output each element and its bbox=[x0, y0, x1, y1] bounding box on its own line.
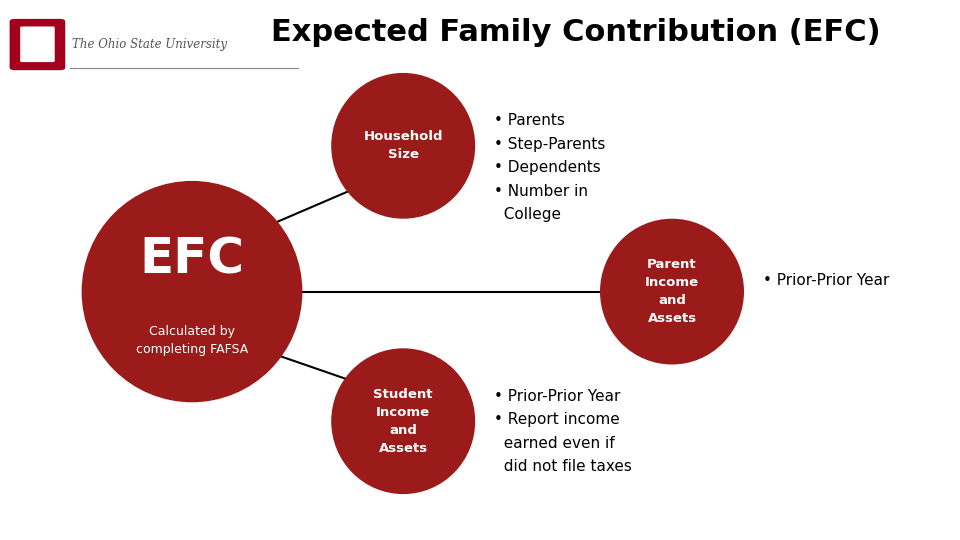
FancyBboxPatch shape bbox=[20, 26, 55, 62]
Text: EFC: EFC bbox=[139, 235, 245, 283]
FancyBboxPatch shape bbox=[10, 19, 65, 70]
Text: Parent
Income
and
Assets: Parent Income and Assets bbox=[645, 258, 699, 325]
Ellipse shape bbox=[82, 181, 302, 402]
Ellipse shape bbox=[331, 348, 475, 494]
Text: The Ohio State University: The Ohio State University bbox=[72, 38, 227, 51]
Text: Expected Family Contribution (EFC): Expected Family Contribution (EFC) bbox=[271, 18, 881, 47]
Ellipse shape bbox=[600, 219, 744, 364]
Text: Student
Income
and
Assets: Student Income and Assets bbox=[373, 388, 433, 455]
Text: • Prior-Prior Year
• Report income
  earned even if
  did not file taxes: • Prior-Prior Year • Report income earne… bbox=[494, 389, 633, 474]
Text: Calculated by
completing FAFSA: Calculated by completing FAFSA bbox=[136, 325, 248, 356]
Text: • Prior-Prior Year: • Prior-Prior Year bbox=[763, 273, 890, 288]
Text: Household
Size: Household Size bbox=[364, 130, 443, 161]
Text: • Parents
• Step-Parents
• Dependents
• Number in
  College: • Parents • Step-Parents • Dependents • … bbox=[494, 113, 606, 222]
Ellipse shape bbox=[331, 73, 475, 219]
